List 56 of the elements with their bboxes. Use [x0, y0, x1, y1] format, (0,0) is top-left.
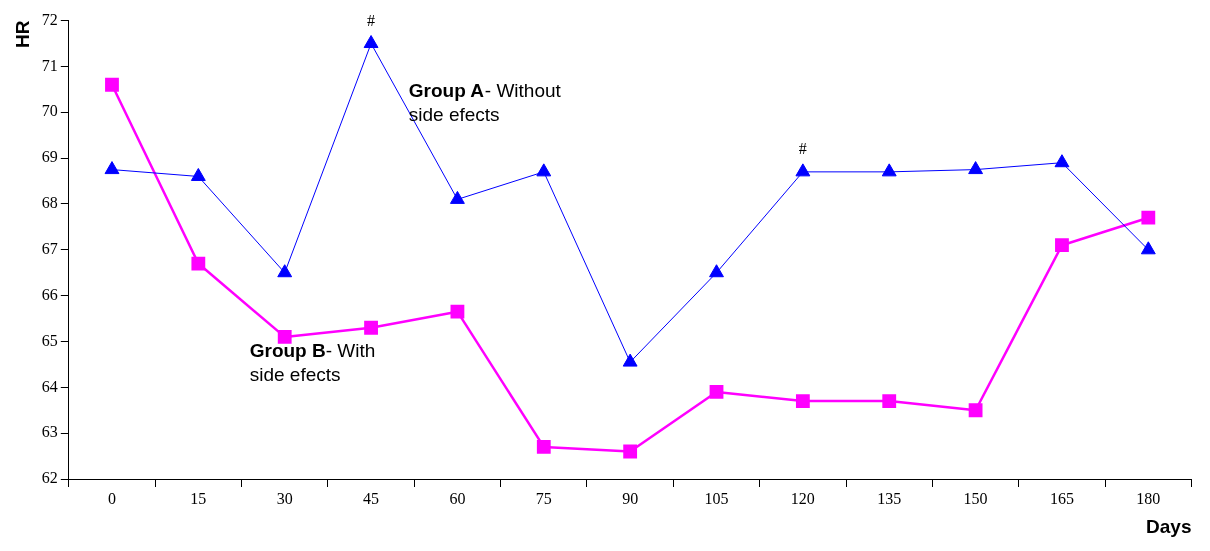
x-tick-label: 150 [963, 489, 988, 507]
point [882, 394, 897, 408]
point [277, 264, 293, 278]
x-tick-label: 180 [1136, 489, 1161, 507]
y-tick-label: 62 [41, 469, 58, 487]
point [104, 161, 120, 175]
point [968, 161, 984, 175]
point [105, 77, 119, 92]
point [190, 167, 206, 181]
point [450, 190, 465, 204]
y-tick-label: 65 [41, 331, 58, 349]
x-tick-label: 45 [363, 489, 380, 507]
x-tick-label: 105 [704, 489, 729, 507]
y-axis-title: HR [11, 20, 33, 49]
point [709, 264, 724, 278]
x-axis-title: Days [1146, 515, 1192, 537]
y-tick-label: 67 [41, 240, 58, 257]
point [623, 444, 638, 459]
series-label: Group B- With side efects [249, 339, 376, 385]
point [622, 353, 638, 367]
point [1054, 154, 1070, 168]
annotation: # [367, 11, 376, 29]
point [1140, 241, 1156, 255]
x-tick-label: 120 [790, 489, 815, 507]
x-tick-label: 75 [535, 489, 552, 507]
x-tick-label: 165 [1049, 489, 1074, 507]
x-tick-label: 60 [449, 489, 466, 507]
x-tick-label: 15 [190, 489, 207, 507]
point [795, 163, 811, 177]
y-tick-label: 66 [41, 285, 58, 303]
point [1141, 210, 1156, 225]
annotation: # [798, 140, 807, 158]
x-tick-label: 0 [107, 489, 116, 507]
point [968, 403, 983, 418]
series-label: Group A- Without side efects [408, 79, 562, 125]
x-tick-label: 135 [877, 489, 902, 507]
point [709, 385, 724, 399]
y-tick-label: 69 [41, 148, 58, 166]
y-tick-label: 64 [41, 377, 58, 395]
point [363, 35, 379, 49]
x-tick-label: 30 [276, 489, 293, 507]
point [364, 320, 378, 335]
point [450, 304, 465, 319]
y-tick-label: 70 [41, 102, 58, 120]
y-tick-label: 71 [41, 56, 58, 74]
y-tick-label: 63 [41, 423, 58, 441]
point [191, 256, 206, 271]
point [1055, 238, 1069, 253]
x-tick-label: 90 [622, 489, 639, 507]
point [881, 163, 897, 177]
point [536, 163, 552, 177]
point [536, 440, 551, 454]
y-tick-label: 68 [41, 194, 58, 212]
point [277, 329, 292, 344]
y-tick-label: 72 [41, 10, 58, 28]
point [795, 394, 810, 408]
